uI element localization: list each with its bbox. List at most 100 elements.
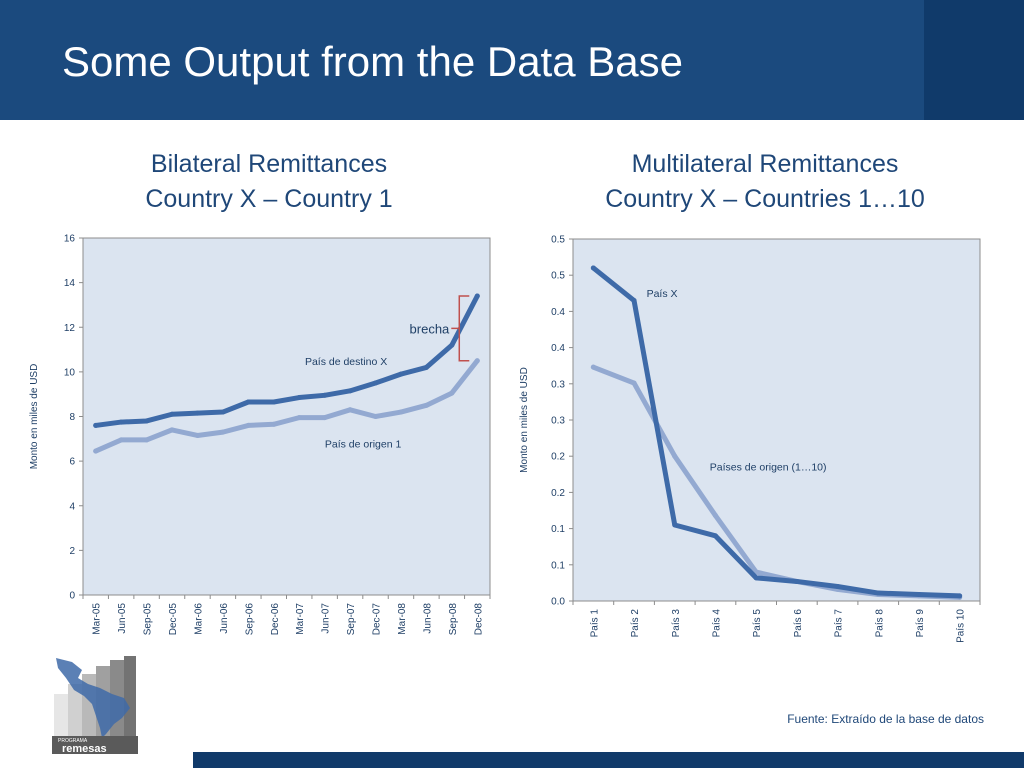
chart2-series-1-point: [753, 575, 759, 581]
chart2-xtick-label: País 7: [834, 609, 845, 638]
chart1-series-1-point: [194, 410, 200, 416]
chart1-series-2-point: [373, 414, 379, 419]
chart1-series-1-point: [271, 399, 277, 405]
chart2-xtick-label: País 1: [589, 609, 600, 638]
chart2-ylabel: Monto en miles de USD: [519, 367, 530, 473]
logo-small-text: PROGRAMA: [58, 738, 88, 744]
chart1-series-1-point: [373, 380, 379, 386]
chart2-series-2-point: [712, 513, 718, 519]
chart2-ytick-label: 0.4: [551, 343, 565, 354]
chart1-series-1-point: [423, 364, 429, 370]
chart1-series-1-point: [449, 342, 455, 348]
chart2-series-2-point: [631, 380, 637, 386]
chart1-series-2-point: [93, 448, 99, 454]
chart1-plot-area: [82, 237, 491, 596]
chart1-series-2-point: [271, 421, 277, 427]
chart1-ytick-label: 6: [69, 457, 75, 468]
chart1-xtick-label: Jun-06: [219, 603, 230, 634]
chart2-series-label-2: Países de origen (1…10): [710, 462, 827, 474]
chart1-xtick-label: Sep-06: [244, 603, 255, 636]
chart1-series-2-point: [169, 427, 175, 433]
chart1-ylabel: Monto en miles de USD: [29, 364, 40, 470]
chart1-xtick-label: Mar-06: [193, 603, 204, 635]
chart1-series-2-point: [347, 407, 353, 413]
chart1-series-2-point: [449, 390, 455, 396]
chart2-xtick-label: País 10: [956, 609, 967, 643]
brecha-bracket: [451, 295, 470, 362]
chart1-ytick-label: 0: [69, 591, 75, 602]
chart2-series-line-1: [590, 265, 963, 599]
chart1-ytick-label: 12: [64, 323, 76, 334]
chart1-xtick-label: Mar-05: [92, 603, 103, 635]
chart1-series-1-point: [220, 409, 226, 415]
chart2-series-1-point: [712, 533, 718, 539]
chart2-series-1-point: [916, 591, 922, 597]
chart2-ytick-label: 0.2: [551, 452, 565, 463]
chart1-xtick-label: Jun-05: [117, 603, 128, 634]
chart1-ytick-label: 14: [64, 278, 76, 289]
chart1-series-2-point: [118, 437, 124, 443]
chart2-xtick-label: País 2: [630, 609, 641, 638]
chart2-series-1-point: [672, 522, 678, 528]
chart1-xtick-label: Mar-08: [397, 603, 408, 635]
chart1-series-2-point: [322, 415, 328, 421]
chart1-series-1-point: [245, 399, 251, 405]
chart2-series-1-point: [835, 584, 841, 590]
chart1-series-line-2: [93, 358, 480, 454]
chart2-ytick-label: 0.2: [551, 488, 565, 499]
chart1-xtick-label: Sep-07: [346, 603, 357, 636]
chart2-ytick-label: 0.1: [551, 560, 565, 571]
chart2-title-line2: Country X – Countries 1…10: [605, 185, 925, 213]
chart2-ytick-label: 0.5: [551, 235, 565, 246]
chart1-series-2-point: [194, 432, 200, 438]
chart2-ytick-label: 0.5: [551, 271, 565, 282]
chart2-series-1-point: [631, 298, 637, 304]
chart2-title-line1: Multilateral Remittances: [631, 150, 899, 178]
chart1-series-1-point: [398, 371, 404, 377]
chart1-series-1-point: [169, 411, 175, 417]
chart1-series-2-point: [398, 409, 404, 415]
chart2-title: Multilateral Remittances Country X – Cou…: [570, 147, 960, 217]
chart2-ytick-label: 0.3: [551, 379, 565, 390]
chart1-xtick-label: Sep-08: [448, 603, 459, 636]
chart2-xtick-label: País 4: [711, 609, 722, 638]
chart2-ytick-label: 0.1: [551, 524, 565, 535]
chart2-xtick-label: País 9: [915, 609, 926, 638]
chart1-ytick-label: 10: [64, 367, 76, 378]
chart1-xtick-label: Jun-08: [422, 603, 433, 634]
chart1-title-line2: Country X – Country 1: [145, 185, 393, 213]
chart1-series-1-point: [118, 419, 124, 425]
chart1-series-1-point: [144, 418, 150, 424]
chart2-series-label-1: País X: [647, 288, 678, 300]
chart2-series-1-point: [794, 578, 800, 584]
chart1-ytick-label: 16: [64, 234, 76, 245]
chart2-xtick-label: País 5: [752, 609, 763, 638]
remesas-logo: PROGRAMA remesas: [52, 656, 138, 754]
chart2-series-2-point: [590, 364, 596, 370]
chart1-series-1-point: [474, 293, 480, 299]
chart1-series-2-point: [296, 415, 302, 421]
chart1-ytick-label: 2: [69, 546, 75, 557]
chart2-series-1-point: [875, 590, 881, 596]
chart1-xtick-label: Dec-07: [372, 603, 383, 636]
chart1-xtick-label: Sep-05: [143, 603, 154, 636]
chart2-plot-area: [572, 238, 981, 602]
chart1-series-2-point: [474, 358, 480, 364]
chart2-ytick-label: 0.3: [551, 416, 565, 427]
chart1-series-2-point: [245, 422, 251, 428]
header-accent: [924, 0, 1024, 120]
logo-text: remesas: [62, 743, 107, 754]
chart1-title: Bilateral Remittances Country X – Countr…: [89, 147, 449, 217]
chart1-xtick-label: Dec-08: [473, 603, 484, 636]
chart1-series-2-point: [220, 429, 226, 435]
header-bar: Some Output from the Data Base: [0, 0, 1024, 120]
chart1-series-line-1: [93, 293, 480, 428]
chart1-xtick-label: Dec-06: [270, 603, 281, 636]
chart1-xtick-label: Dec-05: [168, 603, 179, 636]
chart1-series-label-1: País de destino X: [305, 356, 387, 368]
chart1-series-1-point: [322, 392, 328, 398]
chart2-ytick-label: 0.4: [551, 307, 565, 318]
chart1-title-line1: Bilateral Remittances: [150, 150, 388, 178]
chart1-series-1-point: [93, 422, 99, 428]
